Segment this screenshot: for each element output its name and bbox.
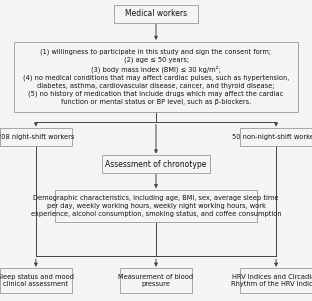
FancyBboxPatch shape [240, 128, 312, 146]
FancyBboxPatch shape [102, 155, 210, 173]
FancyBboxPatch shape [114, 5, 198, 23]
Text: Measurement of blood
pressure: Measurement of blood pressure [119, 274, 193, 287]
Text: Assessment of chronotype: Assessment of chronotype [105, 160, 207, 169]
Text: (1) willingness to participate in this study and sign the consent form;
(2) age : (1) willingness to participate in this s… [23, 48, 289, 105]
Text: 208 night-shift workers: 208 night-shift workers [0, 134, 75, 140]
FancyBboxPatch shape [240, 268, 312, 293]
FancyBboxPatch shape [0, 268, 72, 293]
Text: Demographic characteristics, including age, BMI, sex, average sleep time
per day: Demographic characteristics, including a… [31, 195, 281, 217]
FancyBboxPatch shape [0, 128, 72, 146]
Text: HRV Indices and Circadian
Rhythm of the HRV Indices: HRV Indices and Circadian Rhythm of the … [232, 274, 312, 287]
Text: Sleep status and mood
clinical assessment: Sleep status and mood clinical assessmen… [0, 274, 74, 287]
FancyBboxPatch shape [55, 190, 257, 222]
Text: Medical workers: Medical workers [125, 9, 187, 18]
FancyBboxPatch shape [14, 42, 298, 112]
FancyBboxPatch shape [120, 268, 192, 293]
Text: 50 non-night-shift workers: 50 non-night-shift workers [232, 134, 312, 140]
